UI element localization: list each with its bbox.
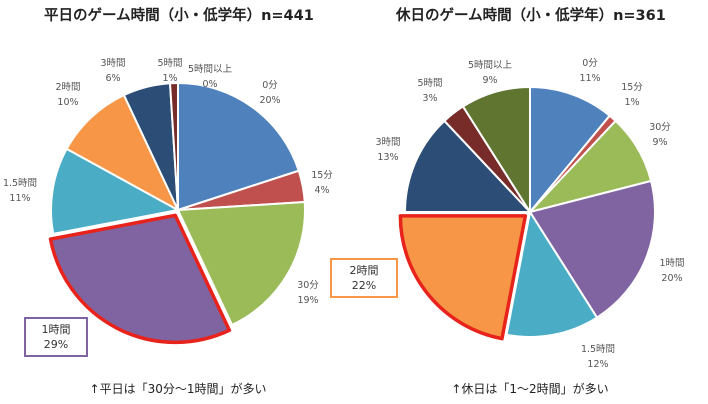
label-percent: 4% xyxy=(314,185,330,196)
label-category: 5時間以上 xyxy=(187,64,233,75)
pie-slice-1-5 xyxy=(398,214,528,341)
label-percent: 0% xyxy=(202,79,218,90)
label-category: 5時間 xyxy=(157,58,183,69)
data-label: 3時間 13% xyxy=(375,135,400,165)
label-category: 15分 xyxy=(311,170,333,181)
data-label: 5時間 3% xyxy=(417,76,442,106)
label-percent: 12% xyxy=(587,359,609,370)
label-percent: 1% xyxy=(162,73,178,84)
label-percent: 11% xyxy=(579,73,601,84)
data-label: 30分 19% xyxy=(297,278,319,308)
label-category: 30分 xyxy=(649,122,671,133)
pie-slice-1-0 xyxy=(529,86,611,213)
label-percent: 11% xyxy=(9,193,31,204)
label-percent: 3% xyxy=(422,93,438,104)
label-category: 1.5時間 xyxy=(580,344,616,355)
pie-slice-1-3 xyxy=(529,179,656,319)
pie-slice-0-2 xyxy=(177,201,306,326)
chart-title-holiday: 休日のゲーム時間（小・低学年）n=361 xyxy=(396,8,666,24)
data-label: 5時間以上 0% xyxy=(188,62,232,92)
pie-slice-0-5 xyxy=(65,94,179,211)
label-percent: 20% xyxy=(259,95,281,106)
label-category: 5時間 xyxy=(417,78,443,89)
label-percent: 29% xyxy=(43,338,69,351)
pie-slice-0-4 xyxy=(50,147,179,235)
label-category: 1時間 xyxy=(659,258,685,269)
data-label: 0分 20% xyxy=(259,78,280,108)
note-weekday: ↑平日は「30分～1時間」が多い xyxy=(89,382,267,396)
data-label: 0分 11% xyxy=(579,56,600,86)
pie-slice-0-3 xyxy=(48,213,232,345)
label-category: 3時間 xyxy=(375,137,401,148)
label-percent: 22% xyxy=(351,279,377,292)
highlight-callout: 2時間 22% xyxy=(330,258,398,298)
data-label: 15分 4% xyxy=(311,168,333,198)
pie-slice-0-0 xyxy=(177,82,300,211)
label-category: 0分 xyxy=(262,80,278,91)
label-percent: 9% xyxy=(652,137,668,148)
data-label: 1.5時間 12% xyxy=(581,342,615,372)
label-percent: 1% xyxy=(624,97,640,108)
data-label: 2時間 10% xyxy=(55,80,80,110)
label-percent: 10% xyxy=(57,97,79,108)
data-label: 5時間 1% xyxy=(157,56,182,86)
data-label: 3時間 6% xyxy=(100,56,125,86)
label-category: 1.5時間 xyxy=(2,178,38,189)
highlight-callout: 1時間 29% xyxy=(24,317,88,357)
label-category: 3時間 xyxy=(100,58,126,69)
label-percent: 20% xyxy=(661,273,683,284)
pie-slice-1-4 xyxy=(505,211,598,338)
label-percent: 9% xyxy=(482,75,498,86)
label-category: 0分 xyxy=(582,58,598,69)
data-label: 1.5時間 11% xyxy=(3,176,37,206)
pie-slice-1-6 xyxy=(404,119,531,213)
data-label: 15分 1% xyxy=(621,80,643,110)
label-category: 5時間以上 xyxy=(467,60,513,71)
label-category: 2時間 xyxy=(55,82,81,93)
data-label: 5時間以上 9% xyxy=(468,58,512,88)
label-percent: 19% xyxy=(297,295,319,306)
label-percent: 6% xyxy=(105,73,121,84)
note-holiday: ↑休日は「1～2時間」が多い xyxy=(451,382,609,396)
label-percent: 13% xyxy=(377,152,399,163)
data-label: 30分 9% xyxy=(649,120,671,150)
data-label: 1時間 20% xyxy=(659,256,684,286)
pie-slice-0-7 xyxy=(169,82,179,211)
label-category: 2時間 xyxy=(349,264,379,277)
label-category: 15分 xyxy=(621,82,643,93)
pie-slice-1-8 xyxy=(462,86,531,213)
label-category: 1時間 xyxy=(41,323,71,336)
chart-title-weekday: 平日のゲーム時間（小・低学年）n=441 xyxy=(44,8,314,24)
label-category: 30分 xyxy=(297,280,319,291)
